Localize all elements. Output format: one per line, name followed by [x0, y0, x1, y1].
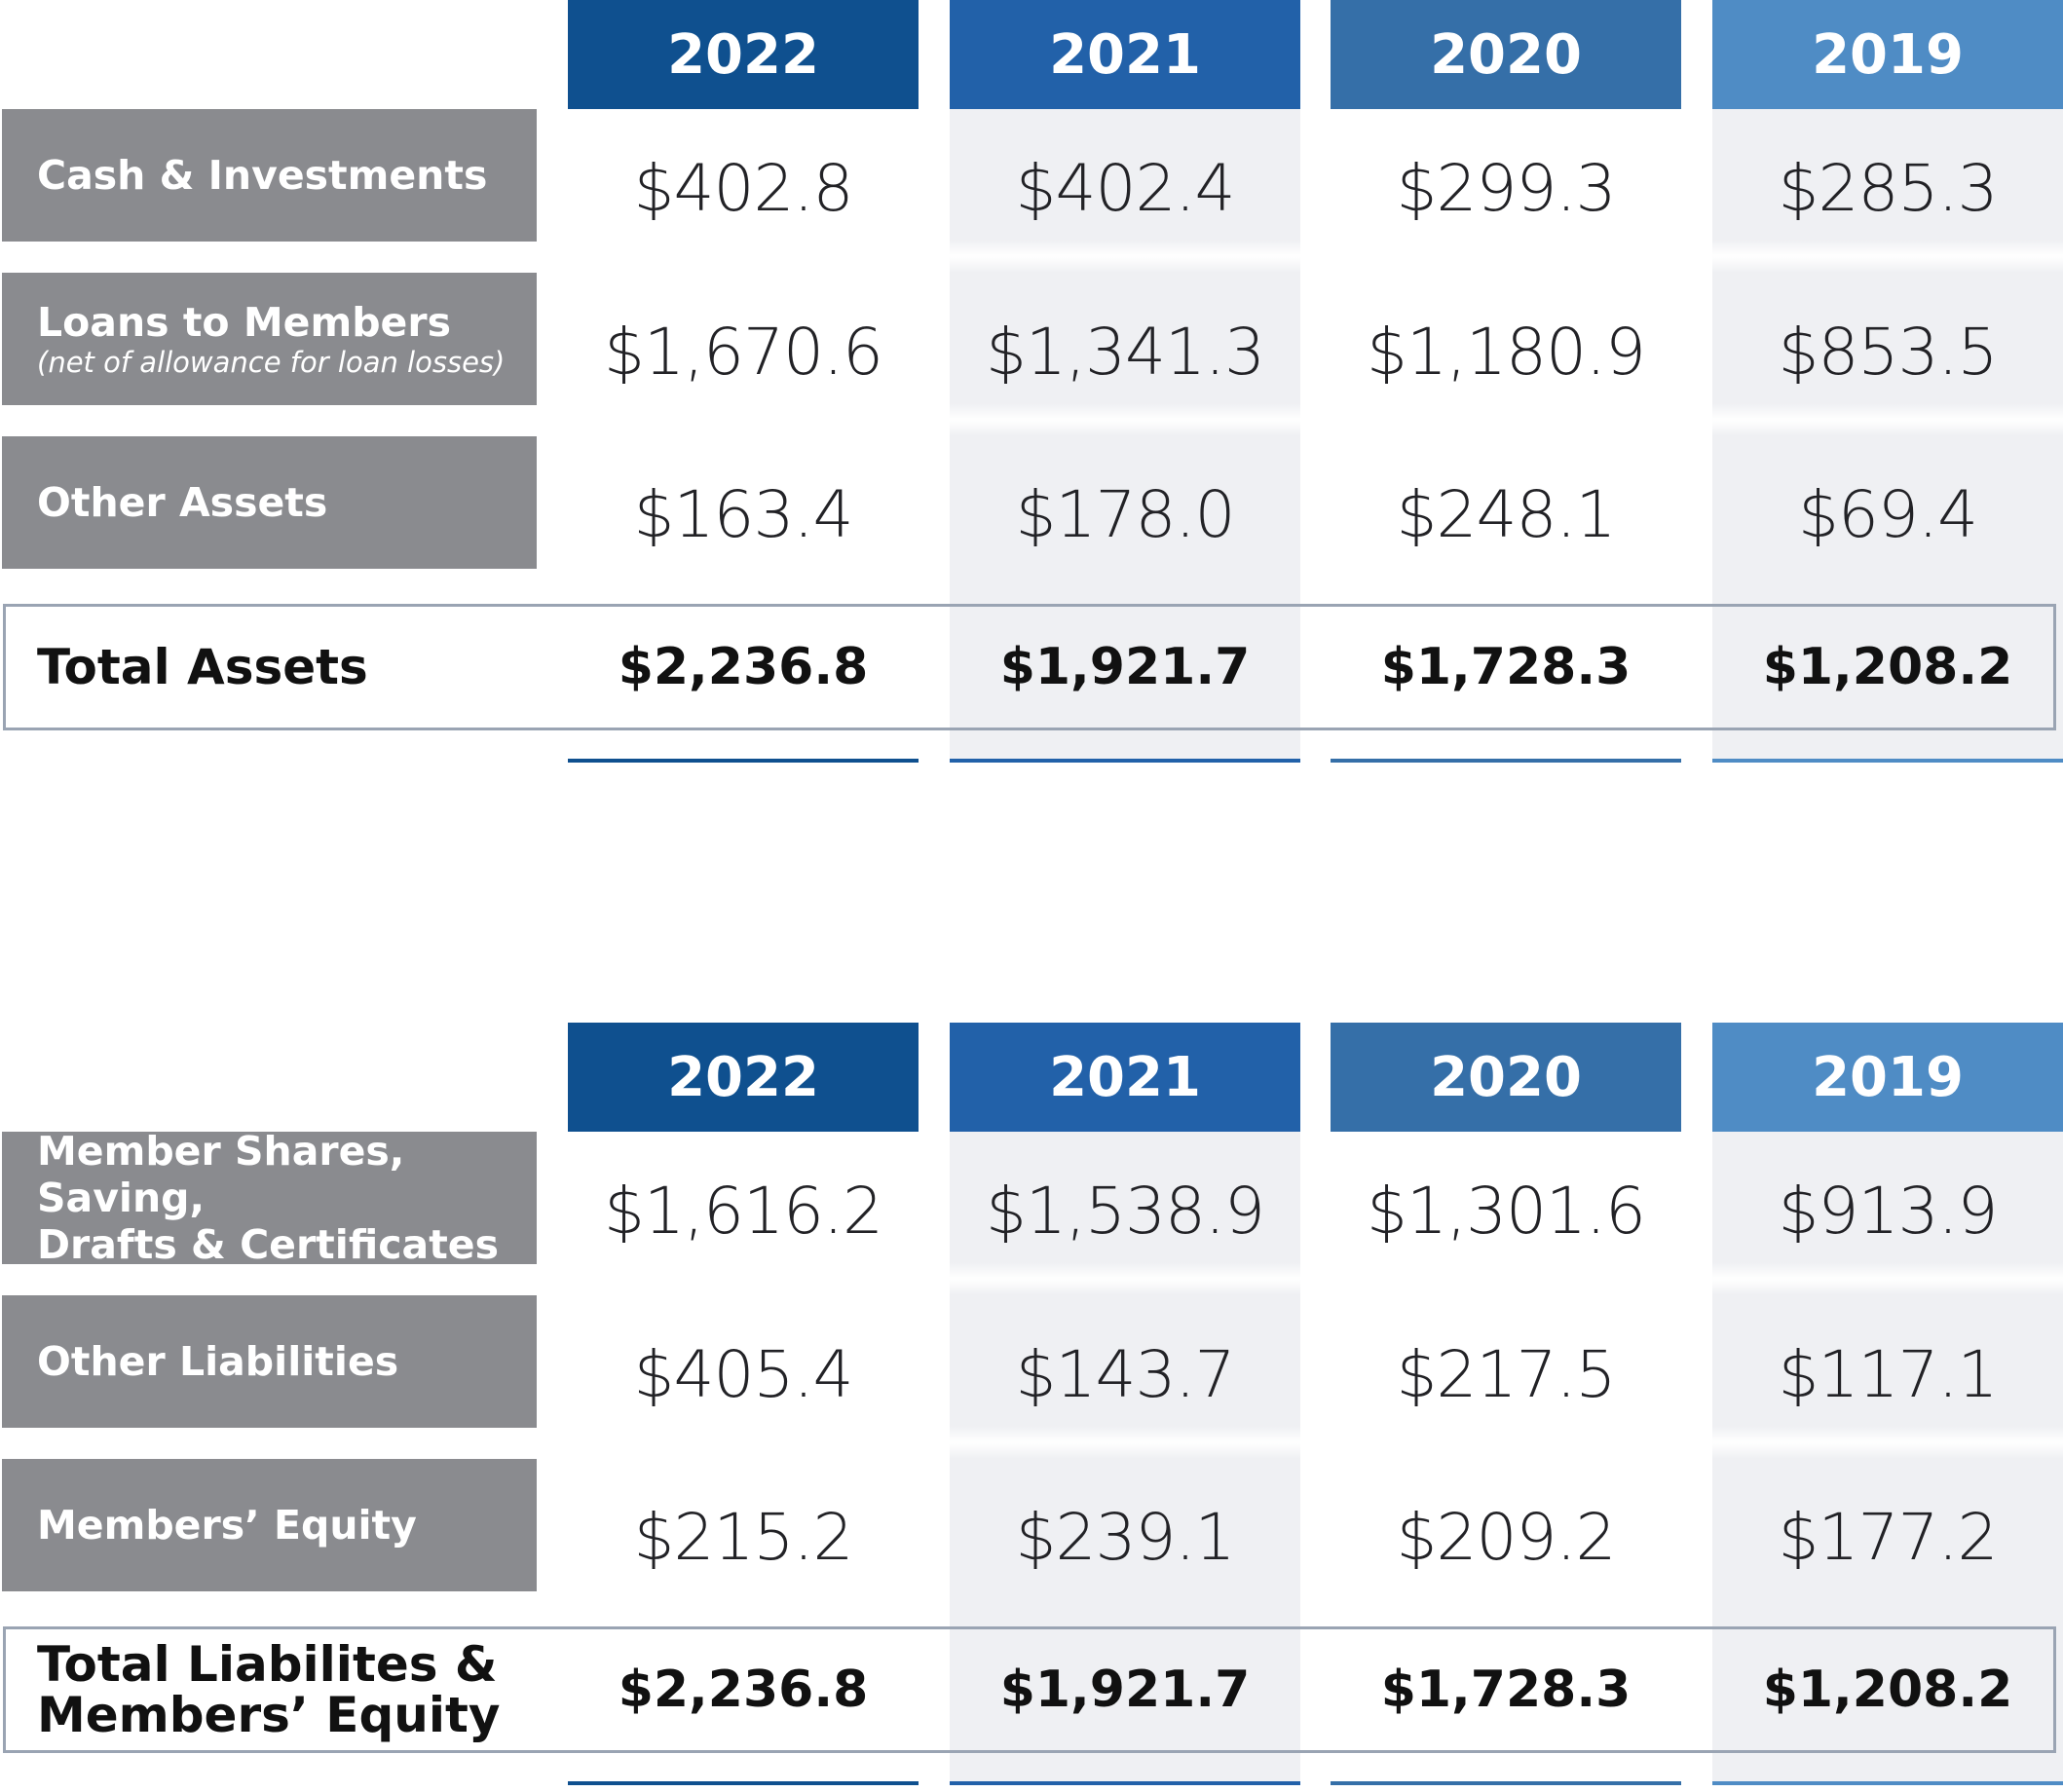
row-label-text-line2: Drafts & Certificates — [37, 1221, 500, 1268]
value-cell: $215.2 — [633, 1499, 854, 1575]
total-value-cell: $2,236.8 — [618, 638, 869, 696]
column-underline — [950, 759, 1300, 763]
value-cell: $402.8 — [633, 150, 854, 226]
row-label-text: Members’ Equity — [37, 1502, 417, 1549]
total-assets-row — [3, 604, 2056, 730]
year-header-2022: 2022 — [568, 0, 919, 109]
row-label-text: Cash & Investments — [37, 152, 488, 199]
total-value-cell: $1,208.2 — [1762, 638, 2013, 696]
total-label-text: Total Liabilites & — [37, 1636, 498, 1693]
column-underline — [1712, 759, 2063, 763]
row-separator — [536, 240, 2063, 273]
value-cell: $1,616.2 — [604, 1173, 883, 1249]
row-sublabel-text: (net of allowance for loan losses) — [37, 346, 506, 379]
row-label-text: Loans to Members — [37, 299, 451, 346]
total-value-cell: $2,236.8 — [618, 1661, 869, 1719]
value-cell: $853.5 — [1778, 314, 1999, 390]
value-cell: $69.4 — [1798, 476, 1978, 552]
year-header-2022: 2022 — [568, 1023, 919, 1132]
total-liabilities-equity-label: Total Liabilites & Members’ Equity — [37, 1629, 500, 1750]
total-assets-label: Total Assets — [37, 607, 368, 728]
value-cell: $217.5 — [1396, 1336, 1617, 1412]
value-cell: $1,180.9 — [1367, 314, 1646, 390]
year-header-2021: 2021 — [950, 0, 1300, 109]
year-header-2020: 2020 — [1331, 0, 1681, 109]
value-cell: $177.2 — [1778, 1499, 1999, 1575]
total-value-cell: $1,921.7 — [999, 638, 1251, 696]
row-label-text: Other Liabilities — [37, 1338, 399, 1385]
row-label-member-shares: Member Shares, Saving, Drafts & Certific… — [2, 1128, 537, 1268]
value-cell: $1,670.6 — [604, 314, 883, 390]
row-label-members-equity: Members’ Equity — [2, 1459, 537, 1591]
value-cell: $405.4 — [633, 1336, 854, 1412]
row-label-text: Other Assets — [37, 479, 328, 526]
column-underline — [950, 1781, 1300, 1785]
value-cell: $209.2 — [1396, 1499, 1617, 1575]
value-cell: $299.3 — [1396, 150, 1617, 226]
row-label-text: Member Shares, Saving, — [37, 1128, 405, 1221]
value-cell: $913.9 — [1778, 1173, 1999, 1249]
value-cell: $143.7 — [1015, 1336, 1236, 1412]
row-label-other-liabilities: Other Liabilities — [2, 1295, 537, 1428]
value-cell: $1,301.6 — [1367, 1173, 1646, 1249]
year-header-2020: 2020 — [1331, 1023, 1681, 1132]
liabilities-table: 2022 2021 2020 2019 Member Shares, Savin… — [0, 1023, 2063, 1792]
total-value-cell: $1,921.7 — [999, 1661, 1251, 1719]
value-cell: $402.4 — [1015, 150, 1236, 226]
year-header-2019: 2019 — [1712, 0, 2063, 109]
value-cell: $163.4 — [633, 476, 854, 552]
total-value-cell: $1,208.2 — [1762, 1661, 2013, 1719]
total-value-cell: $1,728.3 — [1380, 638, 1632, 696]
assets-table: 2022 2021 2020 2019 Cash & Investments $… — [0, 0, 2063, 769]
column-underline — [568, 1781, 919, 1785]
total-liabilities-equity-row — [3, 1626, 2056, 1753]
row-separator — [536, 403, 2063, 436]
value-cell: $1,341.3 — [986, 314, 1265, 390]
value-cell: $178.0 — [1015, 476, 1236, 552]
column-underline — [568, 759, 919, 763]
value-cell: $285.3 — [1778, 150, 1999, 226]
total-value-cell: $1,728.3 — [1380, 1661, 1632, 1719]
row-separator — [536, 1262, 2063, 1295]
column-underline — [1712, 1781, 2063, 1785]
column-underline — [1331, 1781, 1681, 1785]
value-cell: $239.1 — [1015, 1499, 1236, 1575]
year-header-2019: 2019 — [1712, 1023, 2063, 1132]
row-separator — [536, 1426, 2063, 1459]
total-label-text-line2: Members’ Equity — [37, 1687, 501, 1743]
value-cell: $1,538.9 — [986, 1173, 1265, 1249]
row-label-other-assets: Other Assets — [2, 436, 537, 569]
value-cell: $248.1 — [1396, 476, 1617, 552]
total-label-text: Total Assets — [37, 639, 368, 695]
year-header-2021: 2021 — [950, 1023, 1300, 1132]
value-cell: $117.1 — [1778, 1336, 1999, 1412]
row-label-loans-to-members: Loans to Members (net of allowance for l… — [2, 273, 537, 405]
column-underline — [1331, 759, 1681, 763]
row-label-cash-investments: Cash & Investments — [2, 109, 537, 242]
